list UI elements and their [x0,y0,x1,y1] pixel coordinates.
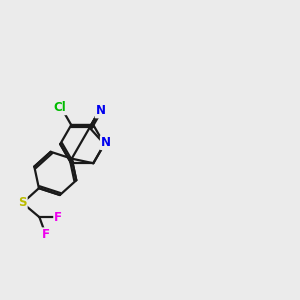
Text: N: N [96,104,106,117]
Text: Cl: Cl [53,101,66,114]
Text: F: F [54,211,62,224]
Text: N: N [101,136,111,149]
Text: S: S [18,196,27,209]
Text: F: F [42,228,50,241]
